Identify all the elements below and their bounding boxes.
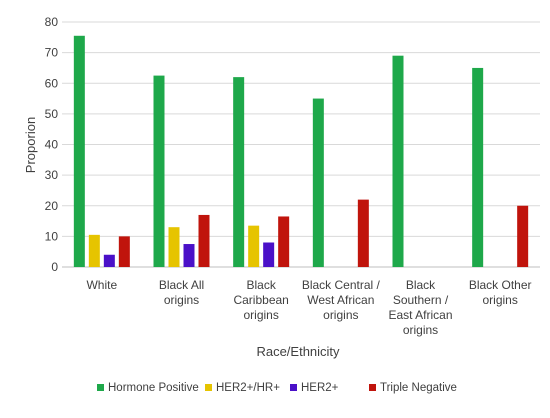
x-tick-label: Black All origins [159,278,204,307]
bar-triple-negative [517,205,529,267]
bar-triple-negative [278,216,290,267]
y-tick-label: 30 [45,168,59,182]
x-tick-label: Black Caribbean origins [233,278,288,322]
legend-swatch [205,384,212,391]
bar-hormone-positive [153,75,165,267]
bar-triple-negative [198,214,210,267]
bar-hormone-positive [233,77,245,267]
x-tick-label: White [86,278,117,292]
y-axis-title: Proporion [23,117,38,173]
legend-label: Hormone Positive [108,382,199,394]
x-axis-ticks: White Black All origins Black Caribbean origi… [86,278,531,337]
x-tick-label: Black Central / West African origins [302,278,381,322]
y-tick-label: 80 [45,15,59,29]
y-tick-label: 70 [45,46,59,60]
x-tick-label: Black Southern / East African origins [388,278,452,337]
legend-label: HER2+/HR+ [216,382,280,394]
legend-swatch [290,384,297,391]
legend-label: HER2+ [301,382,339,394]
bar-her2-hr- [248,225,260,267]
x-tick-label: Black Other origins [469,278,532,307]
bar-her2- [103,254,115,267]
legend-label: Triple Negative [380,382,457,394]
y-tick-label: 0 [51,260,58,274]
bar-her2-hr- [168,227,180,267]
legend-swatch [369,384,376,391]
y-tick-label: 60 [45,76,59,90]
bar-her2-hr- [88,234,100,267]
y-tick-label: 10 [45,229,59,243]
bars [73,35,529,267]
legend-swatch [97,384,104,391]
bar-hormone-positive [392,55,404,267]
bar-her2- [183,244,195,267]
x-axis-title: Race/Ethnicity [256,344,340,359]
bar-hormone-positive [472,67,484,267]
bar-her2- [263,242,275,267]
gridlines [62,21,540,268]
y-tick-label: 50 [45,107,59,121]
legend: Hormone Positive HER2+/HR+ HER2+ Triple Neg… [97,382,457,394]
y-tick-label: 20 [45,199,59,213]
bar-triple-negative [357,199,369,267]
y-tick-label: 40 [45,138,59,152]
bar-hormone-positive [312,98,324,267]
bar-triple-negative [118,236,130,267]
bar-hormone-positive [73,35,85,267]
y-axis-ticks: 0 10 20 30 40 50 60 70 80 [45,15,59,274]
